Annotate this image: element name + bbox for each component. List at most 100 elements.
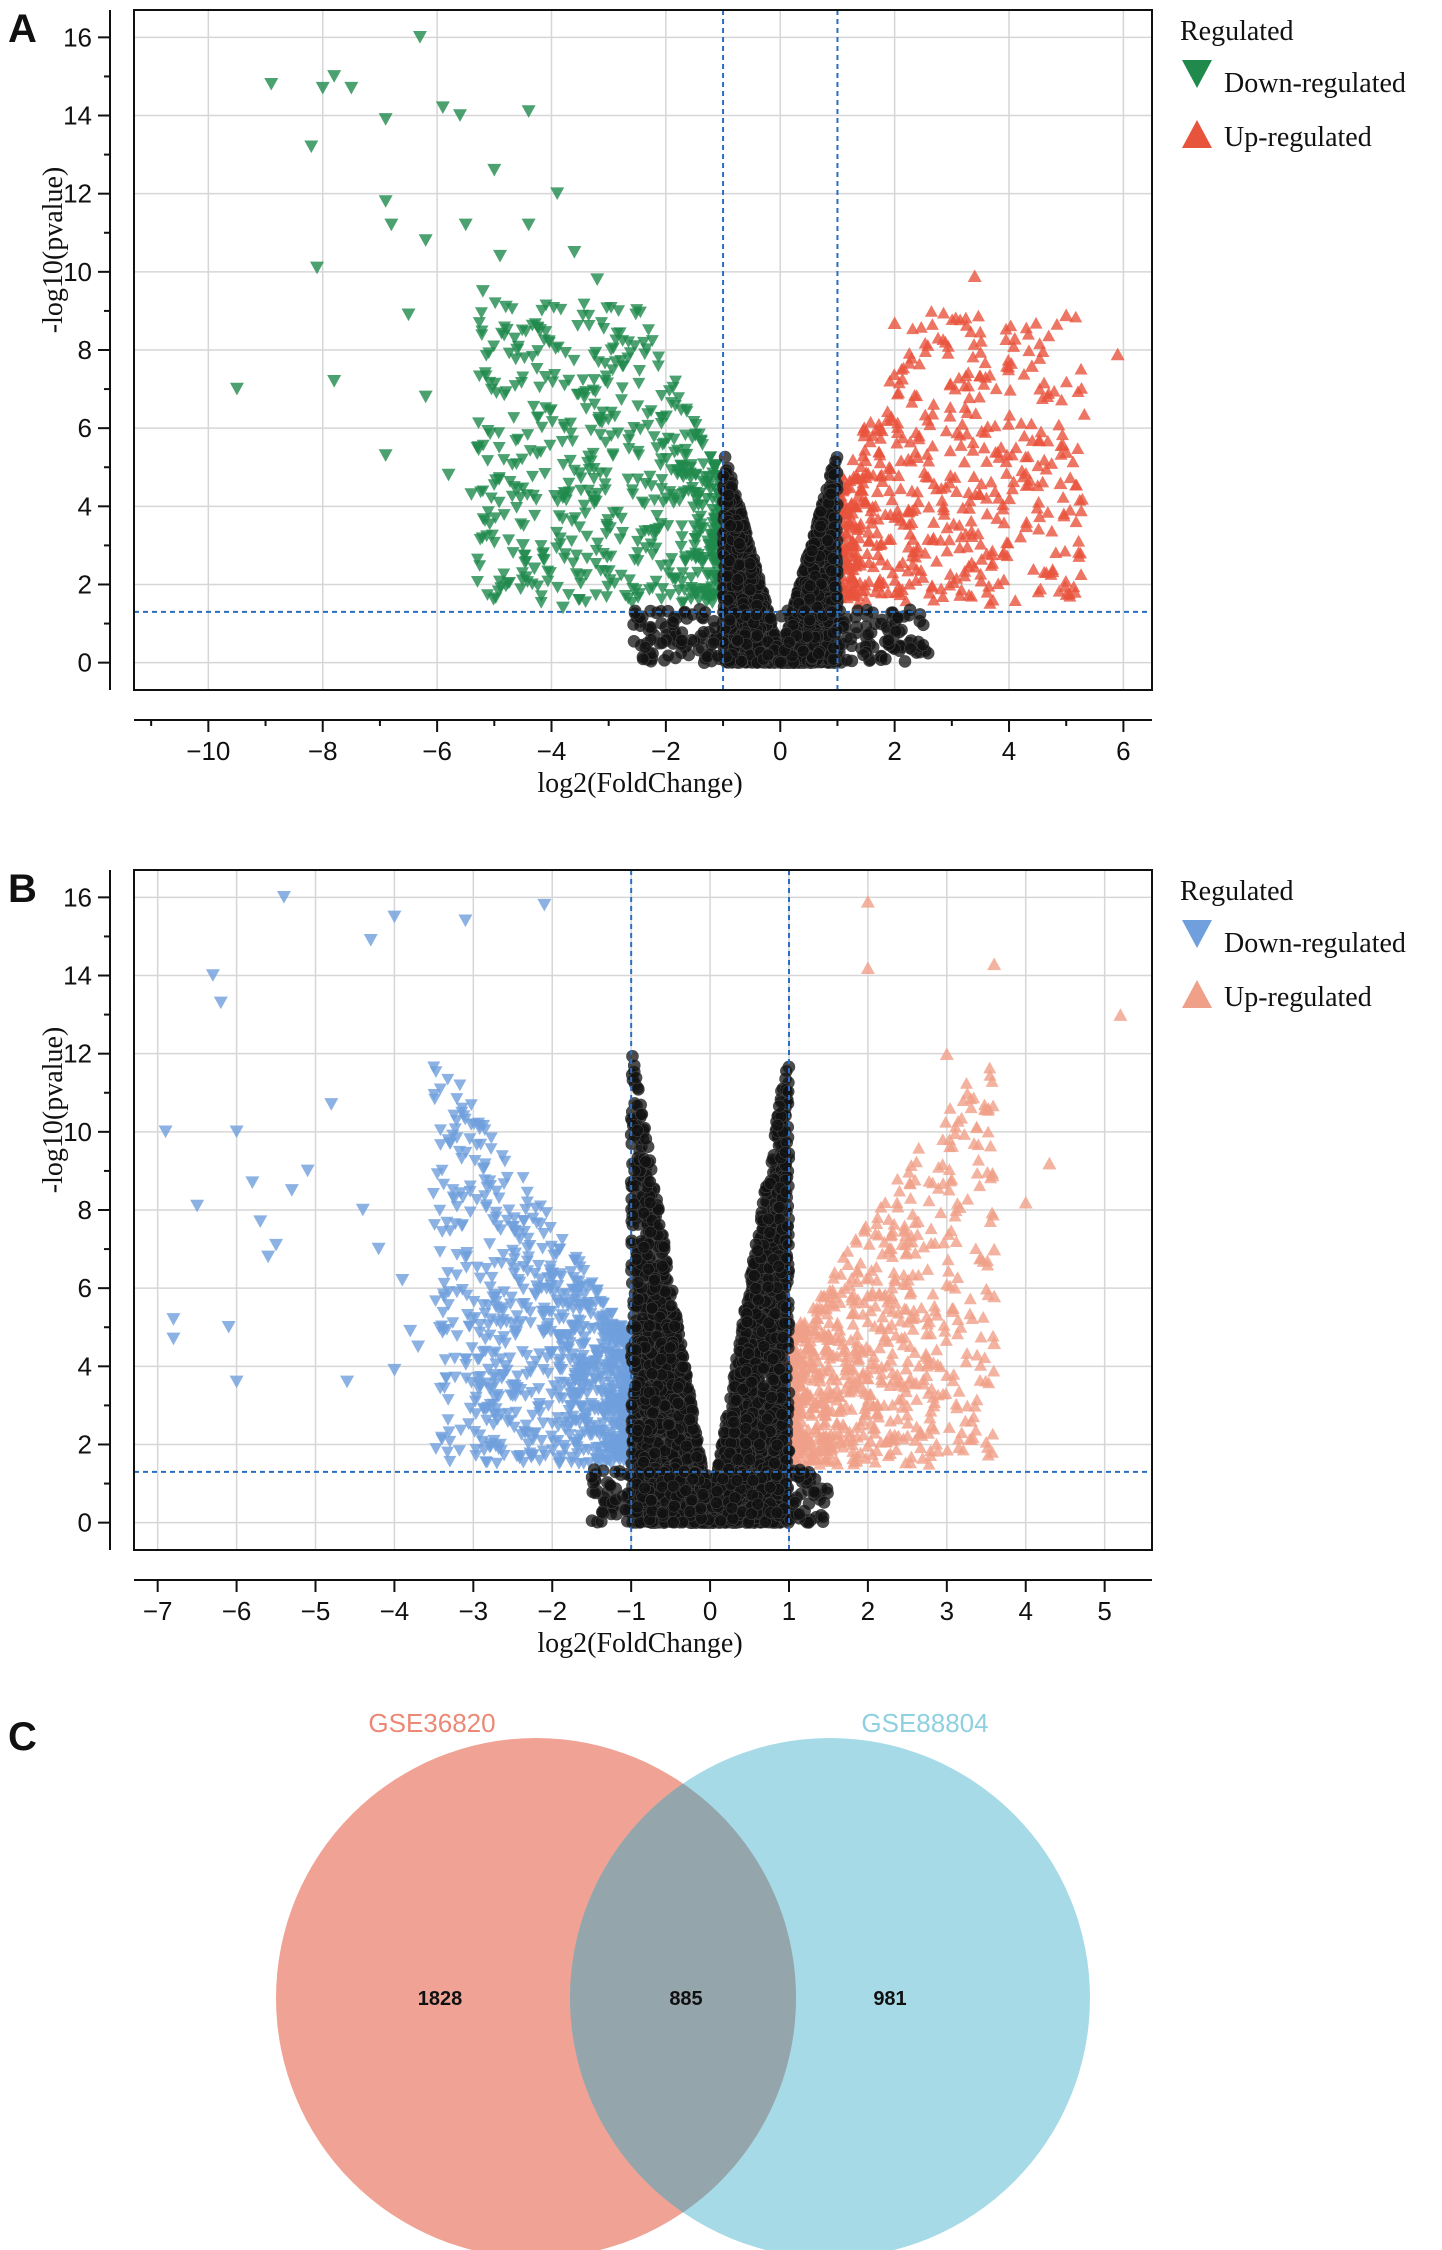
point-down xyxy=(441,1414,455,1426)
point-down xyxy=(582,309,596,322)
point-up xyxy=(1031,479,1045,492)
point-down xyxy=(618,589,632,602)
point-up xyxy=(966,436,980,449)
point-up xyxy=(882,484,896,497)
point-up xyxy=(1024,359,1039,372)
point-down xyxy=(507,1421,521,1434)
point-down xyxy=(606,342,620,355)
point-up xyxy=(977,441,991,454)
point-down xyxy=(499,386,513,399)
point-down xyxy=(626,582,640,595)
point-up xyxy=(885,413,899,426)
point-down xyxy=(556,1346,570,1358)
point-down xyxy=(446,1184,460,1196)
point-down xyxy=(565,535,579,548)
legend-label-up-a: Up-regulated xyxy=(1224,122,1372,153)
point-down xyxy=(542,1317,556,1330)
point-up xyxy=(869,585,883,598)
point-up xyxy=(862,535,876,547)
panel-b: B −7 −6 −5 −4 −3 −2 −1 0 1 2 3 4 5 0 2 4 6 8 10 12 14 16 log2… xyxy=(0,860,1442,1680)
point-down xyxy=(577,298,591,311)
point-down xyxy=(684,572,698,584)
point-down xyxy=(706,503,720,516)
point-down xyxy=(567,354,581,367)
point-down xyxy=(638,348,652,361)
point-down xyxy=(465,1342,479,1354)
point-down xyxy=(543,439,557,452)
point-up xyxy=(917,466,931,478)
point-down xyxy=(541,1400,555,1412)
point-ns xyxy=(724,519,737,532)
point-up xyxy=(899,594,913,607)
point-up xyxy=(958,401,972,413)
point-up xyxy=(1069,310,1083,323)
point-down xyxy=(598,357,612,370)
point-ns xyxy=(904,641,917,655)
point-up xyxy=(974,567,988,580)
point-ns xyxy=(796,644,810,658)
point-down xyxy=(692,428,706,441)
point-up xyxy=(922,500,936,513)
point-up xyxy=(849,546,863,559)
point-up xyxy=(860,547,874,560)
point-down xyxy=(587,349,601,362)
point-up xyxy=(971,309,985,322)
point-ns xyxy=(723,613,737,627)
point-down xyxy=(510,501,524,514)
point-up xyxy=(852,531,866,544)
point-down xyxy=(513,492,527,504)
point-down xyxy=(446,1317,460,1329)
point-down xyxy=(344,81,359,95)
point-down xyxy=(590,1384,604,1397)
point-up xyxy=(982,579,996,592)
point-down xyxy=(555,435,569,448)
point-down xyxy=(464,488,479,501)
point-down xyxy=(568,512,582,524)
point-up xyxy=(880,558,894,571)
point-down xyxy=(497,509,511,521)
point-down xyxy=(578,1288,592,1301)
point-up xyxy=(846,453,860,466)
point-down xyxy=(497,329,511,342)
point-up xyxy=(1005,482,1019,495)
point-down xyxy=(480,589,494,601)
point-ns xyxy=(840,631,854,644)
point-up xyxy=(1041,390,1055,403)
point-up xyxy=(927,593,941,606)
point-ns xyxy=(774,655,787,669)
point-down xyxy=(469,1450,483,1462)
point-down xyxy=(452,109,467,122)
point-down xyxy=(494,1224,508,1237)
point-up xyxy=(992,491,1006,504)
point-up xyxy=(849,521,863,534)
point-down xyxy=(527,562,542,576)
point-down xyxy=(555,1450,569,1462)
x-tick-label: 6 xyxy=(1116,736,1130,766)
point-down xyxy=(519,1419,533,1432)
point-up xyxy=(901,540,915,553)
point-down xyxy=(508,1247,522,1260)
point-down xyxy=(610,327,624,340)
point-down xyxy=(502,347,516,360)
point-up xyxy=(925,318,939,330)
point-down xyxy=(519,556,533,568)
point-down xyxy=(598,478,612,491)
point-up xyxy=(1042,329,1056,342)
point-up xyxy=(1021,327,1035,340)
point-down xyxy=(496,1249,510,1261)
legend-a: Regulated Down-regulated Up-regulated xyxy=(1180,16,1406,153)
point-down xyxy=(635,496,649,509)
point-down xyxy=(598,484,612,497)
point-down xyxy=(515,539,530,552)
point-up xyxy=(979,371,993,383)
point-up xyxy=(966,443,980,456)
point-down xyxy=(653,459,667,472)
point-down xyxy=(503,1352,517,1365)
point-down xyxy=(507,1212,521,1225)
point-ns xyxy=(743,583,757,596)
point-down xyxy=(557,552,571,565)
point-up xyxy=(1110,347,1125,361)
point-up xyxy=(1007,331,1022,345)
point-down xyxy=(644,480,658,492)
